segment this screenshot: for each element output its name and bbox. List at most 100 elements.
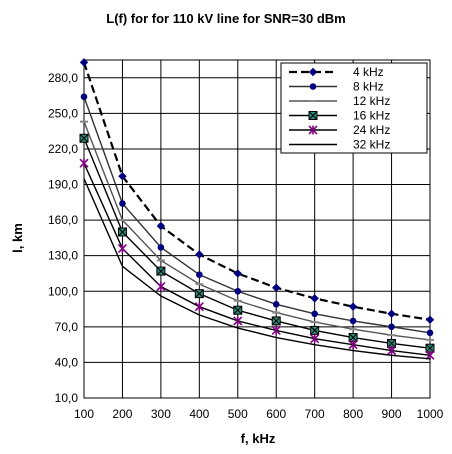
series-1 bbox=[79, 58, 435, 324]
series-4 bbox=[79, 133, 435, 353]
data-point bbox=[308, 67, 318, 77]
y-tick-label: 10,0 bbox=[55, 391, 79, 405]
legend-label: 24 kHz bbox=[353, 123, 390, 137]
series-line bbox=[83, 96, 431, 334]
data-point bbox=[272, 283, 281, 292]
data-point bbox=[117, 227, 127, 237]
y-tick-label: 160,0 bbox=[48, 213, 78, 227]
data-point bbox=[156, 221, 166, 231]
data-point-cross bbox=[310, 326, 320, 335]
x-tick-label: 100 bbox=[74, 407, 94, 421]
data-point bbox=[233, 269, 242, 278]
legend-box bbox=[280, 62, 428, 154]
data-point bbox=[308, 125, 318, 135]
legend-label: 32 kHz bbox=[353, 138, 390, 152]
y-tick-label: 130,0 bbox=[48, 249, 78, 263]
y-tick-label: 250,0 bbox=[48, 106, 78, 120]
series-6 bbox=[83, 178, 431, 360]
x-tick-label: 200 bbox=[112, 407, 132, 421]
plot-frame bbox=[83, 59, 431, 399]
data-point bbox=[308, 111, 318, 120]
data-point-cross bbox=[118, 227, 127, 237]
x-tick-label: 700 bbox=[305, 407, 325, 421]
series-3 bbox=[80, 120, 434, 341]
y-tick-label: 190,0 bbox=[48, 178, 78, 192]
data-point bbox=[387, 338, 397, 348]
data-point-cross bbox=[308, 111, 318, 120]
data-point bbox=[348, 302, 358, 311]
data-point bbox=[157, 244, 165, 251]
data-point bbox=[79, 158, 89, 168]
data-point-cross bbox=[425, 343, 435, 353]
data-point-cross bbox=[194, 289, 204, 298]
legend-label: 8 kHz bbox=[353, 80, 384, 94]
data-point bbox=[309, 83, 317, 90]
data-point bbox=[386, 345, 397, 356]
data-point bbox=[194, 302, 204, 312]
x-tick-label: 900 bbox=[382, 407, 402, 421]
x-tick-label: 300 bbox=[151, 407, 171, 421]
y-tick-label: 70,0 bbox=[55, 320, 79, 334]
data-point bbox=[349, 317, 357, 325]
series-line bbox=[83, 138, 431, 349]
x-tick-label: 1000 bbox=[417, 407, 444, 421]
legend-label: 12 kHz bbox=[353, 94, 390, 108]
data-point bbox=[233, 316, 243, 326]
x-tick-label: 500 bbox=[228, 407, 248, 421]
data-point-cross bbox=[348, 333, 358, 342]
legend-item: 24 kHz bbox=[289, 123, 390, 137]
legend-label: 4 kHz bbox=[353, 65, 384, 79]
data-point-cross bbox=[233, 305, 243, 315]
y-tick-label: 220,0 bbox=[48, 142, 78, 156]
data-point bbox=[117, 244, 128, 254]
data-point bbox=[310, 325, 320, 335]
y-axis-title: l, km bbox=[10, 223, 25, 253]
legend-item: 16 kHz bbox=[289, 109, 390, 123]
data-point bbox=[79, 58, 89, 67]
data-point bbox=[156, 266, 166, 276]
data-point bbox=[196, 271, 203, 278]
series-2 bbox=[80, 93, 434, 337]
y-tick-label: 100,0 bbox=[48, 284, 78, 298]
data-point bbox=[272, 301, 280, 308]
x-axis-title: f, kHz bbox=[241, 431, 276, 446]
data-point bbox=[194, 289, 204, 299]
data-point bbox=[195, 250, 204, 259]
data-point bbox=[387, 309, 396, 319]
series-line bbox=[83, 162, 431, 356]
series-line bbox=[82, 62, 431, 321]
y-tick-label: 40,0 bbox=[55, 355, 79, 369]
series-layer bbox=[79, 58, 435, 360]
legend-item: 4 kHz bbox=[289, 65, 384, 79]
data-point bbox=[348, 340, 358, 350]
data-point bbox=[234, 287, 242, 295]
series-line bbox=[83, 178, 431, 360]
data-point bbox=[79, 133, 89, 143]
data-point-cross bbox=[387, 339, 396, 348]
series-line bbox=[83, 121, 431, 341]
x-tick-label: 600 bbox=[266, 407, 286, 421]
y-tick-label: 280,0 bbox=[48, 71, 78, 85]
data-point bbox=[271, 316, 281, 326]
legend-item: 32 kHz bbox=[289, 138, 390, 152]
data-point bbox=[118, 172, 127, 181]
data-point bbox=[156, 281, 166, 292]
data-point bbox=[310, 334, 320, 344]
x-tick-label: 400 bbox=[189, 407, 209, 421]
data-point bbox=[310, 294, 319, 303]
series-5 bbox=[79, 158, 435, 360]
data-point bbox=[311, 310, 318, 318]
legend-item: 8 kHz bbox=[289, 80, 384, 94]
data-point-cross bbox=[79, 133, 89, 143]
chart-title: L(f) for for 110 kV line for SNR=30 dBm bbox=[106, 11, 345, 26]
data-point bbox=[426, 329, 434, 337]
legend-item: 12 kHz bbox=[289, 94, 390, 108]
y-tick-labels: 10,0 40,0 70,0 100,0 130,0 160,0 190,0 220,0 250… bbox=[48, 71, 78, 405]
data-point bbox=[119, 200, 126, 207]
data-point-cross bbox=[271, 316, 281, 326]
x-tick-label: 800 bbox=[343, 407, 363, 421]
data-point bbox=[388, 323, 395, 331]
data-point bbox=[233, 305, 243, 315]
